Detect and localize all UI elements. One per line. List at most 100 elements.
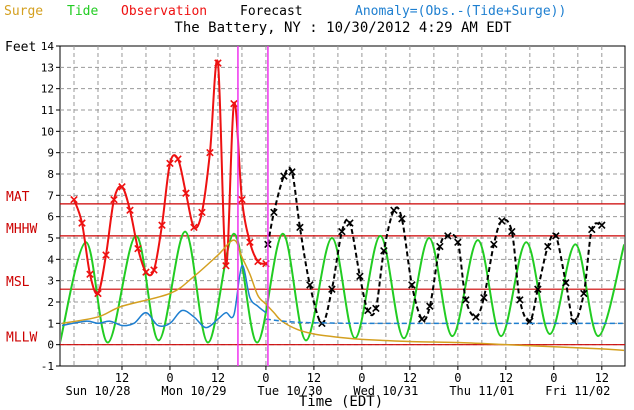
point-observation xyxy=(222,261,230,270)
point-mark xyxy=(418,315,426,323)
point-forecast xyxy=(534,285,542,293)
point-mark xyxy=(372,304,380,313)
point-mark xyxy=(328,285,336,293)
point-mark xyxy=(580,289,588,298)
legend-surge: Surge xyxy=(4,4,43,19)
point-mark xyxy=(364,306,372,315)
point-mark xyxy=(78,219,86,227)
point-mark xyxy=(346,219,354,227)
point-mark xyxy=(158,221,166,229)
point-mark xyxy=(86,270,94,279)
x-tick-label: 12 xyxy=(595,371,609,385)
point-mark xyxy=(398,215,406,223)
y-tick-label: 11 xyxy=(41,104,54,117)
point-observation xyxy=(246,238,254,247)
point-mark xyxy=(166,159,174,168)
point-forecast xyxy=(328,285,336,293)
y-tick-label: -1 xyxy=(41,360,54,373)
day-label: Mon 10/29 xyxy=(161,384,226,398)
point-mark xyxy=(190,223,198,232)
point-observation xyxy=(126,206,134,215)
plot-frame xyxy=(59,45,626,367)
y-axis-label: Feet xyxy=(5,40,36,55)
point-mark xyxy=(110,195,118,204)
point-observation xyxy=(158,221,166,229)
y-tick-label: 13 xyxy=(41,61,54,74)
point-forecast xyxy=(444,232,452,240)
point-mark xyxy=(588,225,596,234)
point-mark xyxy=(462,296,470,304)
day-label: Fri 11/02 xyxy=(545,384,610,398)
point-forecast xyxy=(552,232,560,240)
legend: Surge Tide Observation Forecast Anomaly=… xyxy=(4,4,566,19)
point-forecast xyxy=(390,206,398,215)
point-mark xyxy=(118,183,126,191)
x-tick-label: 12 xyxy=(403,371,417,385)
point-forecast xyxy=(338,227,346,236)
legend-observation: Observation xyxy=(121,4,207,19)
point-observation xyxy=(166,159,174,168)
point-forecast xyxy=(372,304,380,313)
point-observation xyxy=(230,99,238,108)
datum-label: MSL xyxy=(6,275,30,290)
point-observation xyxy=(110,195,118,204)
point-mark xyxy=(544,242,552,251)
x-tick-label: 12 xyxy=(115,371,129,385)
point-observation xyxy=(94,289,102,298)
point-mark xyxy=(508,227,516,236)
point-mark xyxy=(134,244,142,253)
point-forecast xyxy=(306,281,314,289)
point-mark xyxy=(254,257,262,266)
point-forecast xyxy=(490,240,498,249)
grid xyxy=(60,46,625,366)
day-label: Thu 11/01 xyxy=(449,384,514,398)
y-tick-label: 2 xyxy=(47,296,54,309)
point-mark xyxy=(436,242,444,251)
point-mark xyxy=(426,302,434,311)
time-markers xyxy=(237,46,269,366)
point-observation xyxy=(238,195,246,204)
point-forecast xyxy=(588,225,596,234)
point-forecast xyxy=(398,215,406,223)
x-axis-label: Time (EDT) xyxy=(299,394,383,410)
point-observation xyxy=(198,208,206,217)
point-mark xyxy=(206,148,214,157)
legend-tide: Tide xyxy=(67,4,98,19)
point-mark xyxy=(142,268,150,276)
point-mark xyxy=(288,168,296,176)
point-forecast xyxy=(346,219,354,227)
point-mark xyxy=(408,281,416,289)
point-mark xyxy=(338,227,346,236)
point-mark xyxy=(390,206,398,215)
day-label: Tue 10/30 xyxy=(257,384,322,398)
x-axis-ticks: 12 0 12 0 12 0 12 0 12 0 12 xyxy=(115,366,609,385)
point-forecast xyxy=(454,238,462,247)
x-tick-label: 0 xyxy=(166,371,173,385)
y-tick-label: 8 xyxy=(47,168,54,181)
point-forecast xyxy=(436,242,444,251)
point-mark xyxy=(280,172,288,180)
point-forecast xyxy=(462,296,470,304)
x-tick-label: 12 xyxy=(211,371,225,385)
point-forecast xyxy=(356,272,364,281)
point-observation xyxy=(206,148,214,157)
y-tick-label: 7 xyxy=(47,189,54,202)
point-mark xyxy=(454,238,462,247)
point-mark xyxy=(598,221,606,229)
datum-label: MLLW xyxy=(6,331,37,346)
point-mark xyxy=(70,195,78,204)
point-mark xyxy=(222,261,230,270)
point-mark xyxy=(444,232,452,240)
point-forecast xyxy=(380,247,388,255)
series-layer xyxy=(61,59,624,352)
point-mark xyxy=(150,266,158,274)
point-mark xyxy=(198,208,206,217)
point-mark xyxy=(182,189,190,197)
point-mark xyxy=(526,317,534,325)
point-mark xyxy=(480,293,488,302)
point-mark xyxy=(534,285,542,293)
y-tick-label: 1 xyxy=(47,317,54,330)
point-mark xyxy=(270,208,278,217)
